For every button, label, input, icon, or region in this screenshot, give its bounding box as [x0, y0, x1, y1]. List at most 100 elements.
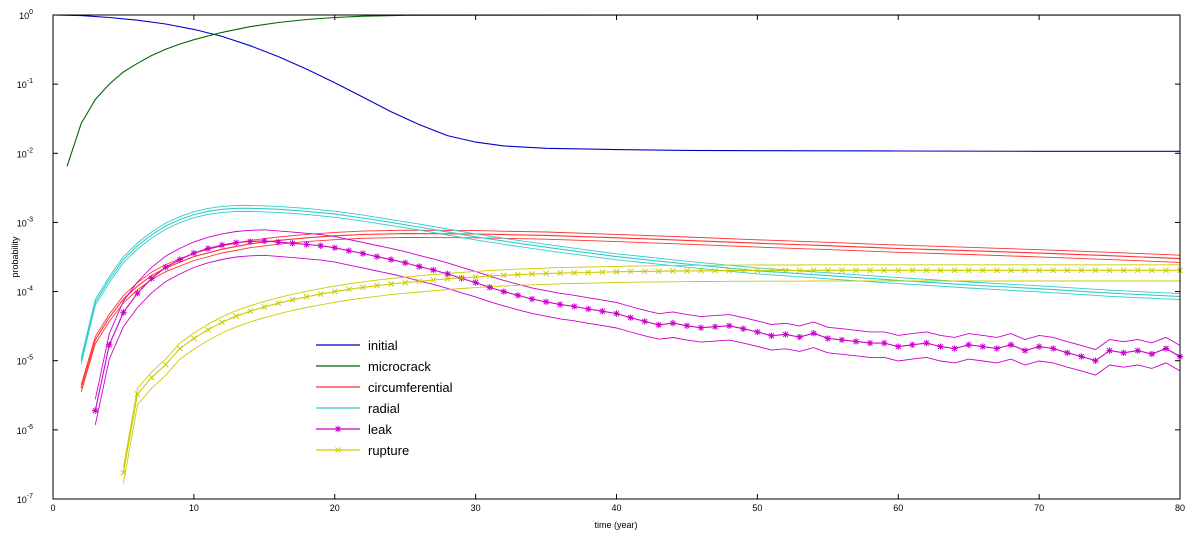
x-marker — [1106, 267, 1113, 274]
x-marker — [796, 267, 803, 274]
x-marker — [472, 273, 479, 280]
star-marker — [824, 335, 832, 342]
x-marker — [1148, 267, 1155, 274]
star-marker — [331, 244, 338, 251]
x-marker — [838, 267, 845, 274]
x-marker — [430, 277, 437, 283]
x-marker — [1078, 267, 1085, 274]
star-marker — [275, 238, 282, 246]
star-marker — [303, 241, 310, 248]
star-marker — [627, 314, 634, 321]
x-marker — [444, 275, 451, 282]
star-marker — [796, 333, 803, 341]
star-marker — [1106, 347, 1113, 354]
x-marker — [275, 300, 282, 307]
y-tick-label: 10-4 — [17, 286, 33, 298]
star-marker — [430, 266, 437, 274]
x-marker — [655, 268, 662, 275]
y-tick-label: 10-3 — [17, 216, 33, 228]
x-marker — [190, 335, 197, 342]
series-lower-band — [80, 236, 1181, 393]
star-marker — [373, 253, 381, 260]
x-marker — [261, 303, 268, 310]
series-upper-band — [80, 205, 1181, 359]
x-marker — [1022, 267, 1028, 274]
x-marker — [374, 282, 380, 289]
star-marker — [232, 239, 240, 246]
legend-label-initial: initial — [368, 338, 398, 353]
x-marker — [1036, 267, 1043, 274]
star-marker — [697, 324, 705, 331]
x-marker — [1162, 267, 1169, 274]
x-marker — [543, 270, 549, 277]
x-marker — [247, 308, 254, 315]
star-marker — [641, 318, 648, 325]
series-line — [80, 207, 1181, 361]
x-marker — [360, 284, 366, 291]
star-marker — [359, 250, 367, 257]
star-marker — [683, 322, 691, 329]
x-marker — [965, 267, 972, 274]
x-marker — [416, 278, 423, 285]
x-axis-ticks: 0 10 20 30 40 50 60 70 80 — [50, 15, 1185, 513]
star-marker — [218, 241, 226, 249]
x-marker — [669, 268, 676, 274]
star-marker — [387, 256, 395, 263]
star-marker — [1092, 357, 1099, 364]
markers-layer — [92, 237, 1184, 476]
x-marker — [331, 288, 338, 295]
star-marker — [176, 256, 183, 263]
x-tick-label: 70 — [1034, 503, 1044, 513]
star-marker — [937, 343, 944, 350]
star-marker — [444, 270, 451, 278]
star-marker — [486, 284, 493, 291]
star-marker — [909, 341, 916, 348]
x-marker — [557, 270, 564, 277]
x-marker — [1064, 267, 1071, 274]
x-tick-label: 10 — [189, 503, 199, 513]
x-marker — [205, 326, 211, 333]
x-marker — [529, 271, 535, 278]
y-tick-label: 100 — [19, 9, 33, 21]
x-marker — [148, 374, 155, 381]
x-marker — [867, 267, 873, 274]
legend-label-circumferential: circumferential — [368, 380, 453, 395]
star-marker — [1064, 349, 1071, 357]
star-marker — [247, 238, 254, 245]
star-marker — [472, 279, 479, 286]
x-marker — [233, 313, 240, 320]
star-marker — [880, 339, 888, 347]
star-marker — [571, 303, 578, 310]
y-axis-title: probability — [10, 236, 20, 278]
star-marker — [106, 341, 113, 348]
star-marker — [613, 310, 620, 317]
x-tick-label: 0 — [50, 503, 55, 513]
star-marker — [669, 319, 677, 327]
star-marker — [1021, 347, 1029, 354]
x-marker — [909, 267, 916, 274]
legend: initial microcrack circumferential radial le… — [316, 338, 453, 458]
x-marker — [754, 267, 761, 274]
x-marker — [613, 268, 620, 275]
x-tick-label: 20 — [330, 503, 340, 513]
x-marker — [937, 267, 944, 274]
x-marker — [881, 267, 888, 274]
legend-label-leak: leak — [368, 422, 392, 437]
x-marker — [599, 269, 606, 276]
x-marker — [585, 269, 592, 276]
x-marker — [979, 267, 986, 274]
star-marker — [585, 305, 592, 313]
series-line — [52, 14, 1180, 152]
x-marker — [1120, 267, 1127, 274]
x-marker — [824, 267, 831, 274]
y-tick-label: 10-7 — [17, 493, 33, 505]
series-circumferential — [80, 229, 1181, 393]
star-marker — [599, 308, 606, 315]
y-tick-label: 10-2 — [17, 147, 33, 159]
star-marker — [289, 240, 296, 247]
star-marker — [416, 263, 423, 270]
x-marker — [120, 469, 127, 476]
star-marker — [726, 322, 733, 329]
star-marker — [500, 288, 507, 295]
